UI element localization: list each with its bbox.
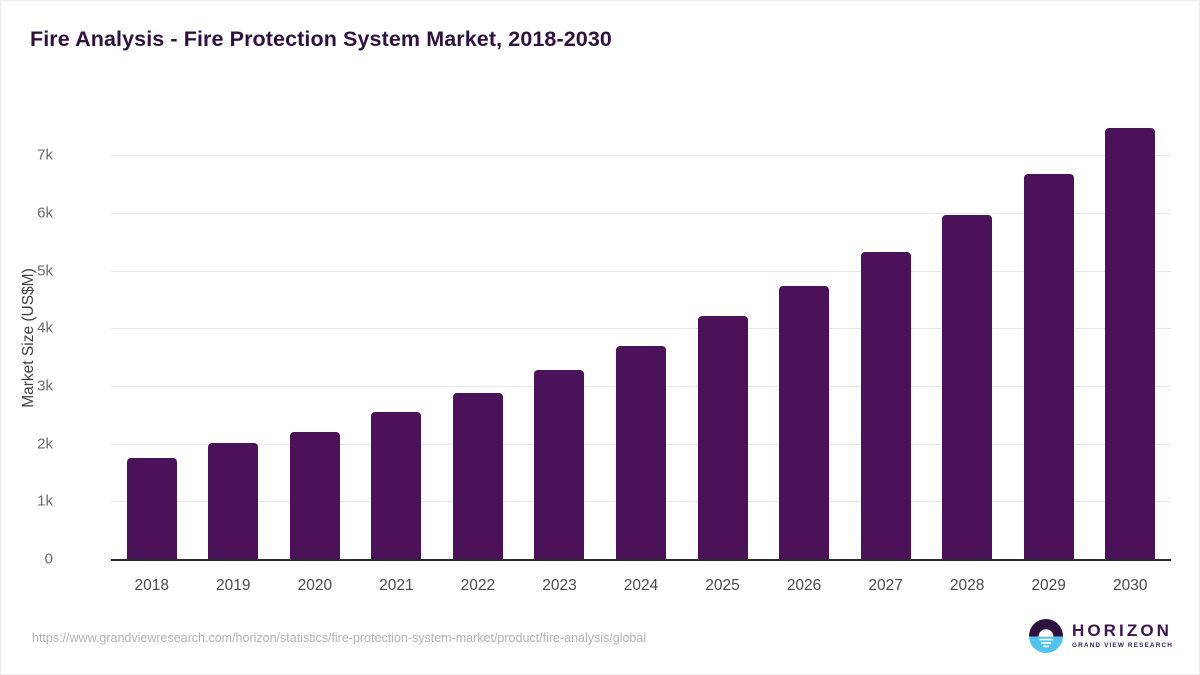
bar[interactable] bbox=[534, 370, 585, 559]
x-axis-tick-label: 2023 bbox=[542, 577, 577, 594]
x-axis-tick-label: 2019 bbox=[216, 577, 251, 594]
bar[interactable] bbox=[1105, 128, 1156, 559]
x-axis-tick-label: 2020 bbox=[297, 577, 333, 594]
bar[interactable] bbox=[208, 442, 259, 559]
x-axis-tick-label: 2027 bbox=[868, 577, 903, 594]
bar[interactable] bbox=[452, 392, 503, 559]
y-axis-tick-label: 0 bbox=[44, 550, 53, 568]
y-axis-tick-label: 1k bbox=[37, 492, 53, 510]
horizon-logo-text: HORIZON GRAND VIEW RESEARCH bbox=[1072, 622, 1173, 649]
y-axis-tick-label: 3k bbox=[37, 377, 53, 395]
page-title: Fire Analysis - Fire Protection System M… bbox=[30, 27, 612, 51]
gridline bbox=[111, 328, 1171, 330]
y-axis-tick-label: 7k bbox=[37, 146, 53, 164]
horizon-logo-icon bbox=[1028, 619, 1063, 653]
x-axis-tick-label: 2024 bbox=[623, 577, 659, 594]
gridline bbox=[111, 212, 1171, 214]
bar[interactable] bbox=[371, 412, 422, 559]
y-axis-tick-label: 2k bbox=[37, 435, 53, 453]
gridline bbox=[111, 270, 1171, 272]
bar[interactable] bbox=[942, 214, 993, 559]
y-axis-tick-label: 4k bbox=[37, 319, 53, 337]
x-axis-tick-label: 2029 bbox=[1031, 577, 1066, 594]
x-axis-line bbox=[111, 559, 1171, 561]
y-axis-tick-label: 6k bbox=[37, 204, 53, 222]
x-axis-tick-label: 2021 bbox=[379, 577, 414, 594]
x-axis-tick-label: 2026 bbox=[786, 577, 822, 594]
source-url[interactable]: https://www.grandviewresearch.com/horizo… bbox=[32, 631, 647, 645]
logo-tagline: GRAND VIEW RESEARCH bbox=[1071, 642, 1173, 650]
y-axis-tick-label: 5k bbox=[37, 262, 53, 280]
bar[interactable] bbox=[616, 345, 666, 559]
logo-brand-name: HORIZON bbox=[1071, 621, 1173, 641]
bar[interactable] bbox=[126, 458, 177, 559]
x-axis-tick-label: 2018 bbox=[134, 577, 170, 594]
plot-area: 0 1k 2k 3k 4k 5k 6k 7k 2018 2019 2020 2021 2022 2023 2… bbox=[37, 109, 1171, 594]
bar[interactable] bbox=[289, 432, 340, 559]
x-axis-tick-label: 2022 bbox=[460, 577, 496, 594]
horizon-logo[interactable]: HORIZON GRAND VIEW RESEARCH bbox=[1028, 619, 1173, 653]
gridline bbox=[111, 155, 1171, 157]
x-axis-tick-label: 2030 bbox=[1112, 577, 1148, 594]
bar[interactable] bbox=[779, 286, 830, 559]
x-axis-tick-label: 2025 bbox=[705, 577, 740, 594]
bar[interactable] bbox=[1023, 173, 1074, 559]
x-axis-tick-label: 2028 bbox=[949, 577, 985, 594]
bar[interactable] bbox=[860, 252, 911, 559]
bar[interactable] bbox=[697, 315, 748, 559]
